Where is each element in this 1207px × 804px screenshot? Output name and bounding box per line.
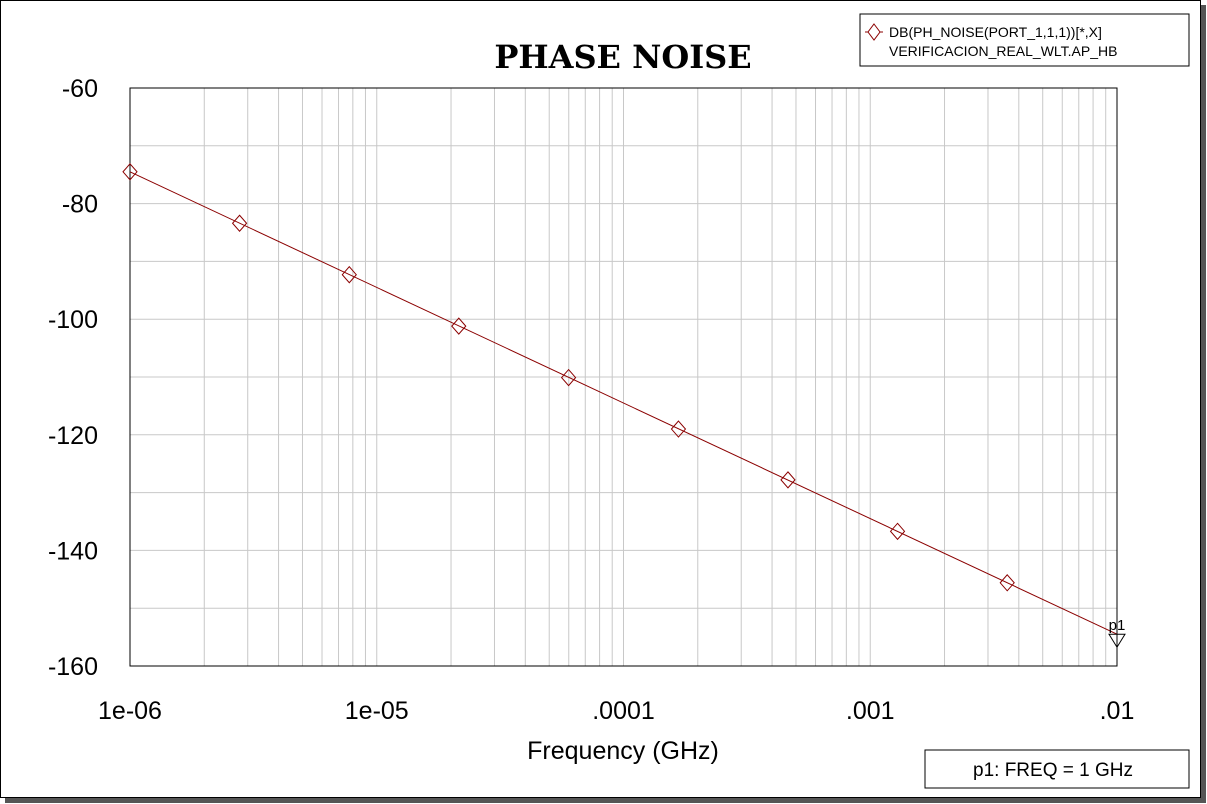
marker-triangle-icon [1108, 633, 1126, 649]
data-point-diamond [999, 574, 1015, 592]
data-point-diamond [780, 471, 796, 489]
y-tick-label: -140 [48, 537, 98, 565]
legend-diamond-icon [867, 23, 881, 41]
marker-readout-text: p1: FREQ = 1 GHz [973, 760, 1133, 781]
x-axis-label: Frequency (GHz) [527, 737, 719, 765]
series-line [129, 171, 1118, 635]
y-tick-label: -60 [62, 75, 98, 103]
x-tick-label: 1e-05 [345, 697, 409, 725]
grid [130, 88, 1117, 666]
axis-ticks: 1e-06 1e-05 .0001 .001 .01 -60 -80 -100 -120 -140… [48, 75, 1134, 725]
data-point-diamond [560, 368, 577, 387]
x-tick-label: .001 [846, 697, 895, 725]
marker-readout-box[interactable]: p1: FREQ = 1 GHz [924, 749, 1190, 789]
legend[interactable]: DB(PH_NOISE(PORT_1,1,1))[*,X] VERIFICACI… [859, 13, 1190, 67]
y-tick-label: -80 [62, 191, 98, 219]
data-point-diamond [670, 420, 687, 438]
data-point-diamond [341, 265, 357, 284]
legend-series-subtitle: VERIFICACION_REAL_WLT.AP_HB [889, 43, 1117, 59]
data-point-diamond [231, 214, 248, 233]
plot-area [129, 87, 1118, 667]
y-tick-label: -160 [48, 653, 98, 681]
x-tick-label: 1e-06 [98, 697, 162, 725]
y-tick-label: -120 [48, 422, 98, 450]
marker-label: p1 [1109, 617, 1126, 634]
data-point-diamond [451, 317, 467, 335]
data-point-diamond [122, 163, 138, 181]
series-layer: p1 [122, 163, 1126, 649]
y-tick-label: -100 [48, 306, 98, 334]
data-point-diamond [889, 522, 906, 541]
legend-series-name: DB(PH_NOISE(PORT_1,1,1))[*,X] [889, 24, 1102, 40]
x-tick-label: .0001 [592, 697, 655, 725]
chart-title: PHASE NOISE [494, 38, 751, 76]
x-tick-label: .01 [1100, 697, 1135, 725]
